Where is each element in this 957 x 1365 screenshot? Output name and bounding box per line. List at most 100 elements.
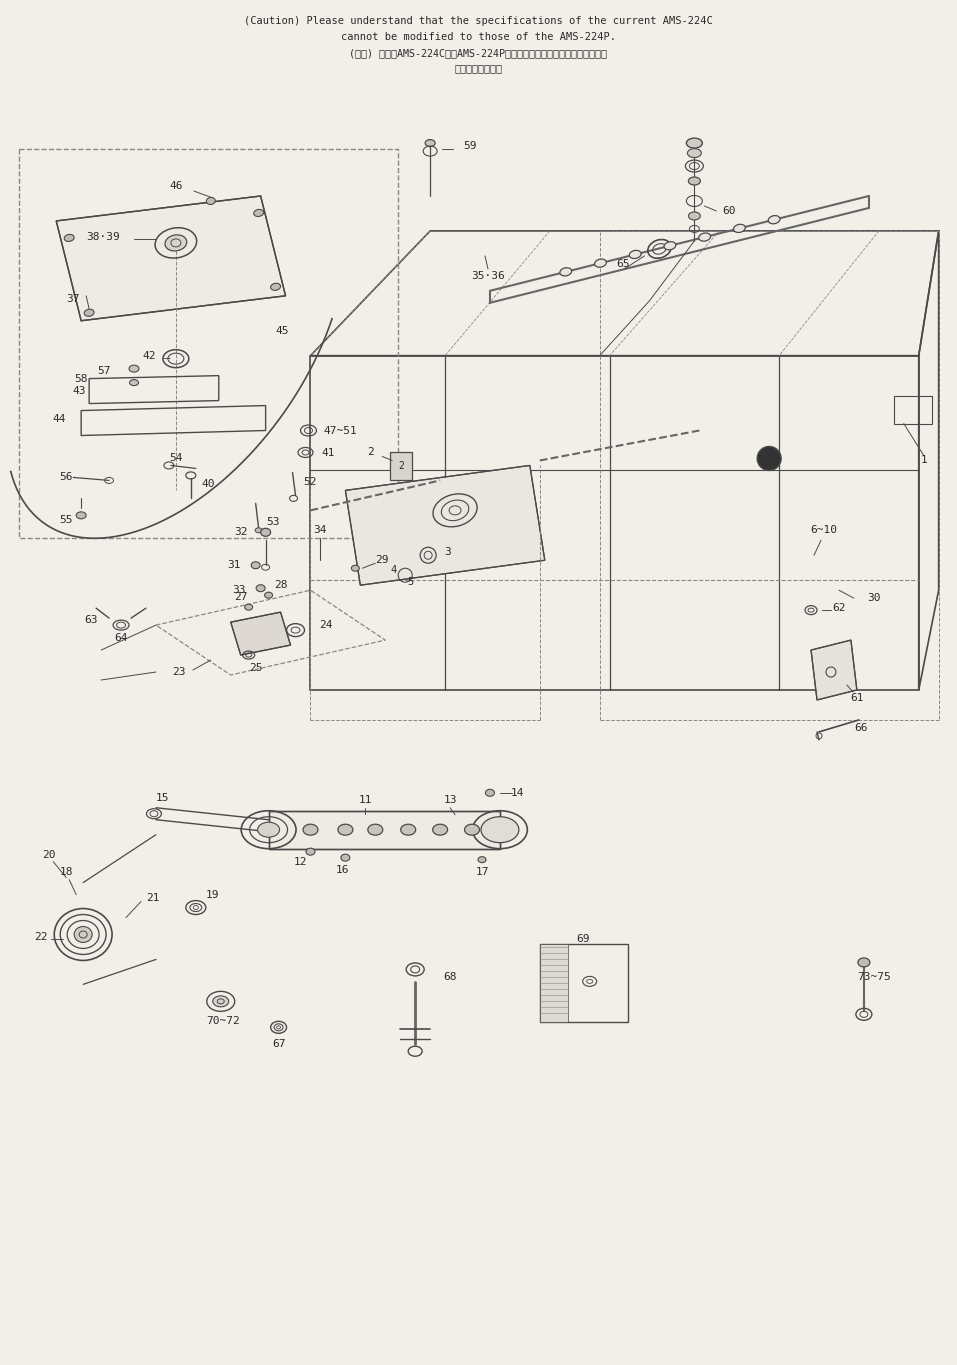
Ellipse shape: [251, 562, 260, 569]
Polygon shape: [811, 640, 857, 700]
Ellipse shape: [425, 139, 435, 146]
Ellipse shape: [341, 854, 350, 861]
Text: 31: 31: [227, 560, 240, 571]
Bar: [19, 149, 398, 538]
Text: ご了承ください。: ご了承ください。: [454, 63, 502, 74]
Ellipse shape: [245, 605, 253, 610]
Polygon shape: [345, 465, 545, 586]
Ellipse shape: [560, 268, 571, 276]
Text: (Caution) Please understand that the specifications of the current AMS-224C: (Caution) Please understand that the spe…: [244, 16, 712, 26]
Bar: [540, 945, 628, 1022]
Text: 37: 37: [66, 293, 80, 304]
Ellipse shape: [733, 224, 746, 232]
Text: 15: 15: [156, 793, 169, 803]
Text: 73~75: 73~75: [857, 972, 891, 983]
Text: 65: 65: [616, 259, 630, 269]
Ellipse shape: [351, 565, 359, 571]
Text: 62: 62: [833, 603, 846, 613]
Text: 1: 1: [921, 456, 927, 465]
Text: 32: 32: [234, 527, 248, 538]
Text: 25: 25: [249, 663, 262, 673]
Polygon shape: [56, 197, 285, 321]
Bar: [540, 945, 568, 1022]
Ellipse shape: [367, 824, 383, 835]
Text: 23: 23: [172, 667, 186, 677]
Text: 20: 20: [42, 849, 56, 860]
Text: 54: 54: [169, 453, 183, 464]
Ellipse shape: [699, 233, 711, 242]
Text: 53: 53: [266, 517, 279, 527]
Text: 46: 46: [169, 182, 183, 191]
Text: 55: 55: [59, 516, 73, 526]
Ellipse shape: [64, 235, 74, 242]
Ellipse shape: [686, 138, 702, 147]
Text: 11: 11: [359, 794, 372, 805]
Ellipse shape: [207, 198, 215, 205]
Text: 2: 2: [398, 461, 404, 471]
Text: 2: 2: [367, 448, 373, 457]
Text: 42: 42: [143, 351, 156, 360]
Ellipse shape: [481, 816, 519, 842]
Ellipse shape: [857, 958, 870, 966]
Text: 41: 41: [322, 449, 335, 459]
Text: 66: 66: [855, 723, 868, 733]
Text: 45: 45: [276, 326, 289, 336]
Text: 60: 60: [723, 206, 736, 216]
Text: 14: 14: [511, 788, 524, 797]
Text: 70~72: 70~72: [206, 1017, 239, 1026]
Ellipse shape: [77, 512, 86, 519]
Polygon shape: [231, 612, 291, 655]
Ellipse shape: [260, 528, 271, 536]
Text: 28: 28: [274, 580, 287, 590]
Text: 64: 64: [114, 633, 128, 643]
Text: 43: 43: [73, 385, 86, 396]
Ellipse shape: [257, 822, 279, 837]
Text: 5: 5: [407, 577, 413, 587]
Ellipse shape: [165, 235, 187, 251]
Bar: [894, 396, 932, 423]
Text: (注意) 現行のAMS-224CからAMS-224Pへ改次による仕様変更はできません。: (注意) 現行のAMS-224CからAMS-224Pへ改次による仕様変更はできま…: [349, 48, 607, 59]
Text: 16: 16: [336, 864, 349, 875]
Ellipse shape: [485, 789, 495, 796]
Ellipse shape: [688, 177, 701, 186]
Text: 4: 4: [390, 565, 396, 575]
Text: 57: 57: [98, 366, 111, 375]
Text: 12: 12: [294, 857, 307, 867]
Text: 24: 24: [319, 620, 332, 631]
Ellipse shape: [271, 284, 280, 291]
Text: 59: 59: [463, 141, 477, 152]
Ellipse shape: [254, 209, 263, 217]
Text: 68: 68: [443, 972, 456, 983]
Text: 18: 18: [59, 867, 73, 876]
Ellipse shape: [265, 592, 273, 598]
Ellipse shape: [75, 927, 92, 942]
Text: 38·39: 38·39: [86, 232, 120, 242]
Text: 69: 69: [576, 935, 590, 945]
Text: 61: 61: [850, 693, 863, 703]
Circle shape: [757, 446, 781, 471]
Text: 33: 33: [232, 586, 245, 595]
Ellipse shape: [256, 528, 262, 532]
Ellipse shape: [687, 149, 701, 157]
Ellipse shape: [433, 824, 448, 835]
Text: 27: 27: [234, 592, 248, 602]
Ellipse shape: [594, 259, 607, 268]
Ellipse shape: [129, 366, 139, 373]
Ellipse shape: [401, 824, 415, 835]
Text: 30: 30: [867, 594, 880, 603]
Polygon shape: [269, 811, 500, 849]
Text: 34: 34: [314, 526, 327, 535]
Ellipse shape: [478, 857, 486, 863]
Ellipse shape: [464, 824, 479, 835]
Text: 56: 56: [59, 472, 73, 482]
Ellipse shape: [129, 379, 139, 385]
Text: 13: 13: [443, 794, 456, 805]
Ellipse shape: [256, 584, 265, 591]
Text: 63: 63: [84, 616, 98, 625]
Text: 44: 44: [53, 414, 66, 423]
Text: 19: 19: [206, 890, 219, 900]
Bar: [390, 452, 412, 480]
Ellipse shape: [630, 250, 641, 258]
Text: 40: 40: [201, 479, 214, 490]
Text: 29: 29: [375, 556, 389, 565]
